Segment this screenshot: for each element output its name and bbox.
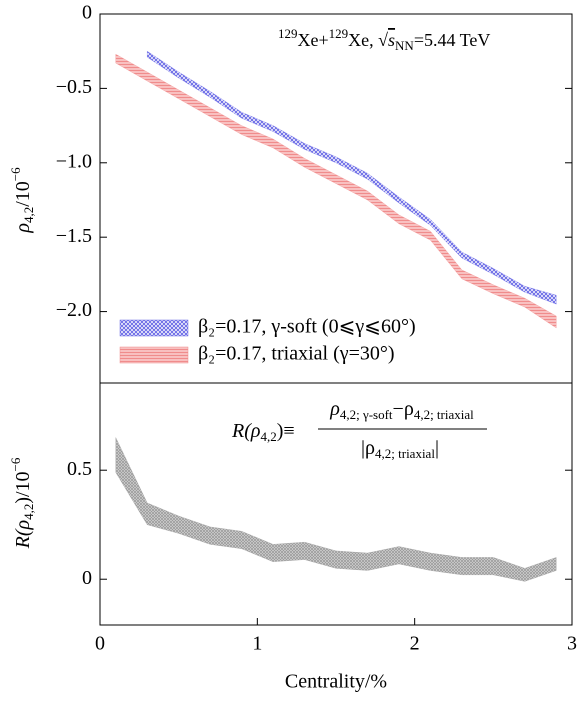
band xyxy=(146,50,557,305)
y-tick-label: −0.5 xyxy=(56,76,92,98)
y-tick-label: −1.0 xyxy=(56,150,92,172)
y-axis-label: R(ρ4,2)/10−6 xyxy=(8,457,36,549)
formula-numerator: ρ4,2; γ-soft−ρ4,2; triaxial xyxy=(329,398,474,422)
x-tick-label: 0 xyxy=(95,633,105,655)
legend-swatch xyxy=(119,346,189,364)
annotation: 129Xe+129Xe, √sNN=5.44 TeV xyxy=(278,26,490,53)
formula-denominator: |ρ4,2; triaxial| xyxy=(361,437,439,461)
legend-swatch xyxy=(119,319,189,337)
plot-frame xyxy=(99,382,573,626)
x-tick-label: 1 xyxy=(252,633,262,655)
x-axis-label: Centrality/% xyxy=(285,671,387,693)
x-tick-label: 3 xyxy=(567,633,577,655)
y-axis-label: ρ4,2/10−6 xyxy=(8,167,36,234)
band xyxy=(115,437,557,582)
y-tick-label: −1.5 xyxy=(56,225,92,247)
y-tick-label: 0.5 xyxy=(67,458,92,480)
x-tick-label: 2 xyxy=(410,633,420,655)
legend-label: β₂=0.17, triaxial (γ=30°) xyxy=(198,343,395,365)
legend-label: β₂=0.17, γ-soft (0⩽γ⩽60°) xyxy=(198,316,416,338)
band xyxy=(115,53,557,329)
formula-left: R(ρ4,2)≡ xyxy=(231,420,295,444)
y-tick-label: −2.0 xyxy=(56,299,92,321)
y-tick-label: 0 xyxy=(82,567,92,589)
y-tick-label: 0 xyxy=(82,2,92,24)
